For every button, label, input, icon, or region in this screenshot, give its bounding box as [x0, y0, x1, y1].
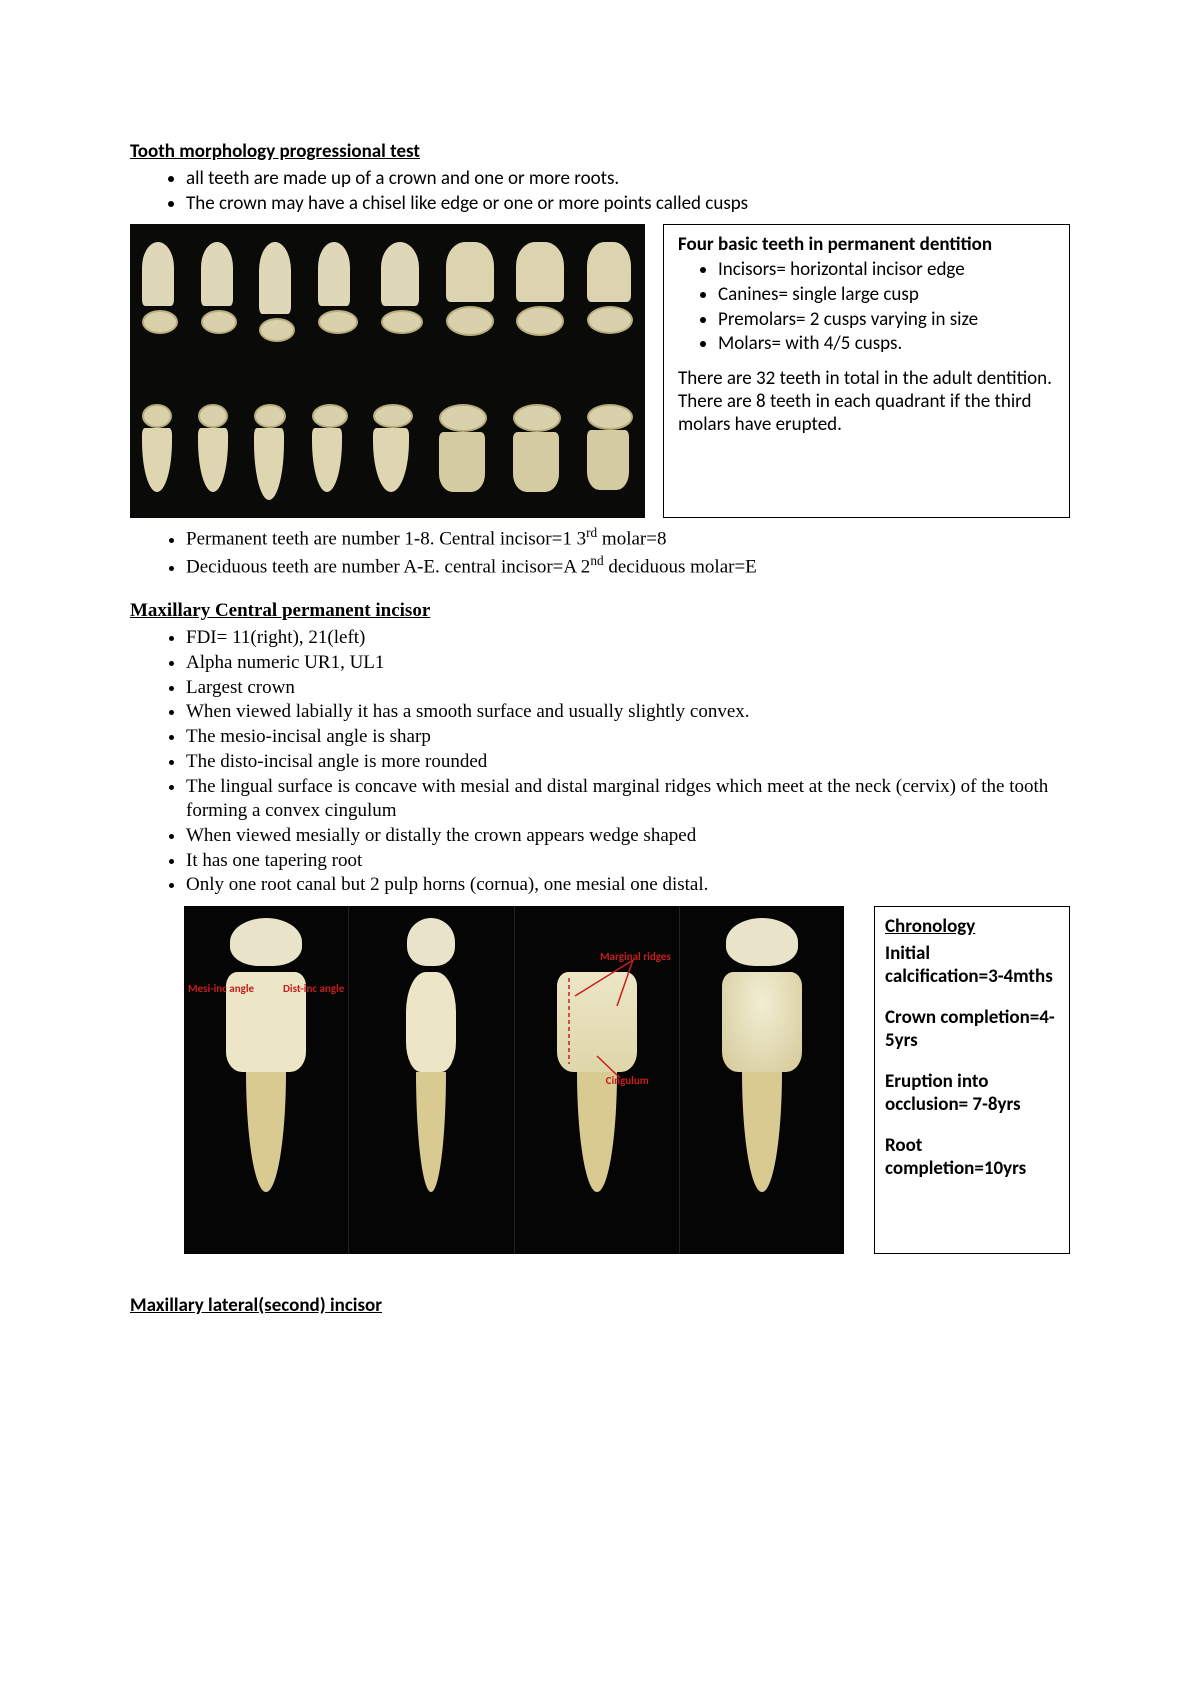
chronology-title: Chronology	[885, 915, 1059, 938]
list-item: The crown may have a chisel like edge or…	[186, 192, 1070, 217]
list-item: When viewed mesially or distally the cro…	[186, 824, 1070, 849]
sidebox-list: Incisors= horizontal incisor edge Canine…	[678, 258, 1055, 357]
list-item: The lingual surface is concave with mesi…	[186, 775, 1070, 824]
chron-line: Crown completion=4-5yrs	[885, 1006, 1059, 1052]
page-title: Tooth morphology progressional test	[130, 140, 1070, 163]
list-item: Canines= single large cusp	[718, 283, 1055, 308]
dentition-sidebox: Four basic teeth in permanent dentition …	[663, 224, 1070, 518]
list-item: The mesio-incisal angle is sharp	[186, 725, 1070, 750]
list-item: Incisors= horizontal incisor edge	[718, 258, 1055, 283]
list-item: Largest crown	[186, 676, 1070, 701]
list-item: Alpha numeric UR1, UL1	[186, 651, 1070, 676]
chron-line: calcification=3-4mths	[885, 965, 1059, 988]
chron-line: Root completion=10yrs	[885, 1134, 1059, 1180]
sidebox-para: There are 32 teeth in total in the adult…	[678, 367, 1055, 436]
mci-list: FDI= 11(right), 21(left) Alpha numeric U…	[130, 626, 1070, 898]
list-item: It has one tapering root	[186, 849, 1070, 874]
sidebox-title: Four basic teeth in permanent dentition	[678, 233, 1055, 256]
chronology-box: Chronology Initial calcification=3-4mths…	[874, 906, 1070, 1254]
list-item: When viewed labially it has a smooth sur…	[186, 700, 1070, 725]
section-heading-mci: Maxillary Central permanent incisor	[130, 600, 1070, 622]
arrow-icon	[515, 906, 679, 1254]
incisor-views-figure: Mesi-inc angle Dist-inc angle Marginal r…	[184, 906, 844, 1254]
list-item: The disto-incisal angle is more rounded	[186, 750, 1070, 775]
label-mesio: Mesi-inc angle	[188, 982, 254, 995]
chron-line: Initial	[885, 942, 1059, 965]
list-item: Deciduous teeth are number A-E. central …	[186, 552, 1070, 580]
intro-list: all teeth are made up of a crown and one…	[130, 167, 1070, 216]
list-item: Permanent teeth are number 1-8. Central …	[186, 524, 1070, 552]
list-item: Molars= with 4/5 cusps.	[718, 332, 1055, 357]
label-disto: Dist-inc angle	[283, 982, 344, 995]
notation-list: Permanent teeth are number 1-8. Central …	[130, 524, 1070, 580]
list-item: Only one root canal but 2 pulp horns (co…	[186, 873, 1070, 898]
list-item: FDI= 11(right), 21(left)	[186, 626, 1070, 651]
figure-row-1: Four basic teeth in permanent dentition …	[130, 224, 1070, 518]
teeth-grid-figure	[130, 224, 645, 518]
list-item: all teeth are made up of a crown and one…	[186, 167, 1070, 192]
chron-line: Eruption into occlusion= 7-8yrs	[885, 1070, 1059, 1116]
list-item: Premolars= 2 cusps varying in size	[718, 308, 1055, 333]
section-heading-mli: Maxillary lateral(second) incisor	[130, 1294, 1070, 1317]
figure-row-2: Mesi-inc angle Dist-inc angle Marginal r…	[184, 906, 1070, 1254]
